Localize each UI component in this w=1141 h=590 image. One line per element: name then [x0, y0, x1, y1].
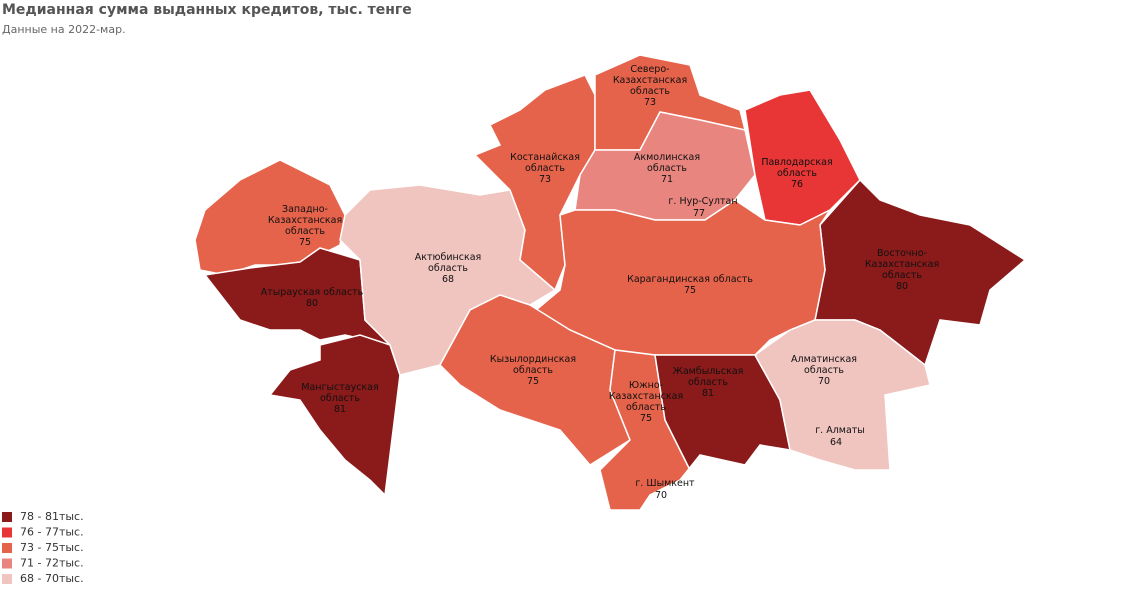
- region-name: область: [688, 377, 728, 388]
- legend-swatch: [2, 543, 12, 553]
- region-name: Алматинская: [791, 354, 857, 365]
- region-name: Кызылординская: [490, 354, 576, 365]
- region-name: область: [320, 393, 360, 404]
- region-label: Алматинская область 70: [791, 354, 857, 387]
- region-value: 75: [299, 237, 311, 248]
- region-name: область: [647, 163, 687, 174]
- city-name: г. Алматы: [815, 425, 865, 436]
- region-name: область: [428, 263, 468, 274]
- region-value: 75: [527, 376, 539, 387]
- region-label: Западно-Казахстанская область 75: [268, 204, 342, 248]
- region-value: 70: [818, 376, 830, 387]
- region: [268, 334, 401, 497]
- region-value: 80: [306, 298, 318, 309]
- region-label: Жамбыльская область 81: [673, 366, 744, 399]
- region-value: 80: [896, 281, 908, 292]
- region-label: Павлодарская область 76: [761, 157, 832, 190]
- region-value: 75: [640, 413, 652, 424]
- region-value: 76: [791, 179, 803, 190]
- region-label: Южно-Казахстанская область 75: [609, 380, 683, 424]
- region-value: 73: [539, 174, 551, 185]
- region-name: область: [630, 86, 670, 97]
- legend-swatch: [2, 527, 12, 538]
- region-value: 68: [442, 274, 454, 285]
- region-label: Карагандинская область 75: [627, 274, 753, 296]
- region-name: Казахстанская: [609, 391, 683, 402]
- region-name: Западно-: [282, 204, 328, 215]
- region-name: Карагандинская область: [627, 274, 753, 285]
- region-name: область: [882, 270, 922, 281]
- region-name: Павлодарская: [761, 157, 832, 168]
- region-name: Мангыстауская: [301, 382, 378, 393]
- region-label: Акмолинская область 71: [634, 152, 700, 185]
- region-label: Мангыстауская область 81: [301, 382, 378, 415]
- region-value: 81: [334, 404, 346, 415]
- region-label: Восточно-Казахстанская область 80: [865, 248, 939, 292]
- region-name: Жамбыльская: [673, 366, 744, 377]
- legend-swatch: [2, 512, 12, 522]
- region-name: Атырауская область: [261, 287, 364, 298]
- city-value: 77: [693, 208, 705, 219]
- city-value: 64: [830, 437, 842, 448]
- city-value: 70: [655, 490, 667, 501]
- legend-label: 68 - 70тыс.: [20, 572, 84, 585]
- legend-swatch: [2, 558, 12, 569]
- region-label: Северо-Казахстанская область 73: [613, 64, 687, 108]
- region-name: область: [626, 402, 666, 413]
- region-label: Актюбинская область 68: [415, 252, 482, 285]
- region-name: Южно-: [629, 380, 663, 391]
- city-name: г. Нур-Султан: [668, 196, 737, 207]
- region-name: Костанайская: [510, 152, 580, 163]
- region-label: Атырауская область 80: [261, 287, 364, 309]
- legend-swatch: [2, 574, 12, 584]
- region-label: Кызылординская область 75: [490, 354, 576, 387]
- region-value: 75: [684, 285, 696, 296]
- region-name: Акмолинская: [634, 152, 700, 163]
- region: [744, 89, 861, 226]
- region-label: Костанайская область 73: [510, 152, 580, 185]
- legend-label: 73 - 75тыс.: [20, 541, 84, 554]
- region-name: Восточно-: [877, 248, 927, 259]
- region-name: область: [525, 163, 565, 174]
- region-name: область: [513, 365, 553, 376]
- region-name: Казахстанская: [268, 215, 342, 226]
- subtitle: Данные на 2022-мар.: [2, 23, 126, 36]
- legend-label: 71 - 72тыс.: [20, 557, 84, 570]
- region-name: Северо-: [630, 64, 669, 75]
- region-name: область: [285, 226, 325, 237]
- region: [754, 319, 931, 471]
- region-name: область: [777, 168, 817, 179]
- region-name: Казахстанская: [613, 75, 687, 86]
- region-value: 71: [661, 174, 673, 185]
- legend-label: 76 - 77тыс.: [20, 526, 84, 539]
- legend-label: 78 - 81тыс.: [20, 510, 84, 523]
- region-name: Актюбинская: [415, 252, 482, 263]
- title: Медианная сумма выданных кредитов, тыс. …: [2, 2, 412, 18]
- region-value: 73: [644, 97, 656, 108]
- city-name: г. Шымкент: [635, 478, 695, 489]
- region-name: область: [804, 365, 844, 376]
- region-name: Казахстанская: [865, 259, 939, 270]
- region: [194, 159, 346, 276]
- region-value: 81: [702, 388, 714, 399]
